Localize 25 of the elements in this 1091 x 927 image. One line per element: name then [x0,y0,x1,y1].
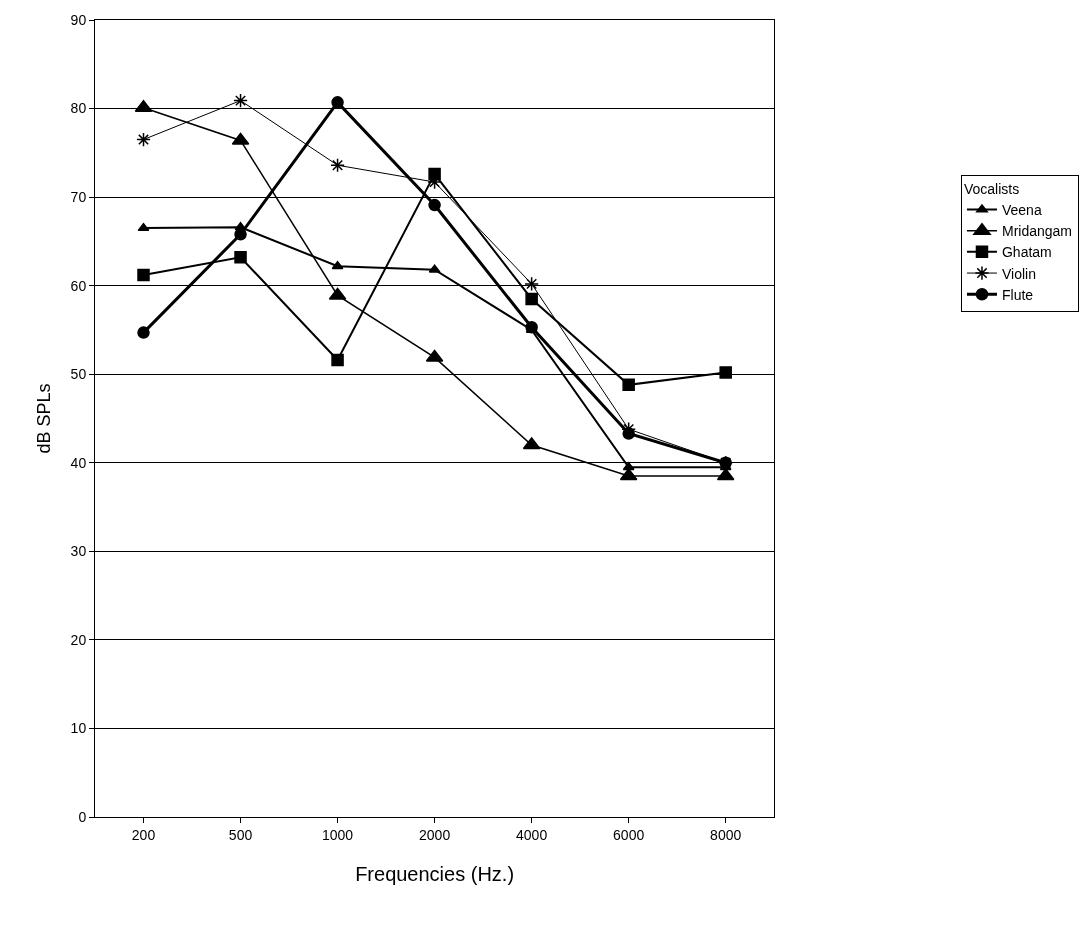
legend-label: Veena [1001,201,1042,218]
y-tick-label: 50 [70,366,87,383]
y-tick-label: 40 [70,454,87,471]
x-tick-label: 200 [131,826,156,843]
legend-label: Flute [1001,286,1034,303]
legend-label: Violin [1001,265,1036,282]
y-tick-label: 30 [70,543,87,560]
legend-label: Ghatam [1001,244,1052,261]
x-axis-title: Frequencies (Hz.) [355,863,515,886]
x-tick-label: 2000 [419,826,451,843]
legend-label: Mridangam [1001,223,1073,240]
y-tick-label: 10 [70,720,87,737]
x-tick-label: 4000 [516,826,548,843]
x-tick-label: 1000 [321,826,354,843]
x-tick-label: 8000 [710,826,742,843]
y-tick-label: 20 [70,631,87,648]
y-tick-label: 80 [70,100,87,117]
y-tick-label: 90 [70,11,87,28]
x-tick-label: 6000 [613,826,645,843]
x-tick-label: 500 [228,826,253,843]
y-tick-label: 60 [70,277,87,294]
y-axis-title: dB SPLs [33,383,54,454]
legend-title: Vocalists [963,180,1020,197]
y-tick-label: 0 [78,808,87,825]
y-tick-label: 70 [70,189,87,206]
